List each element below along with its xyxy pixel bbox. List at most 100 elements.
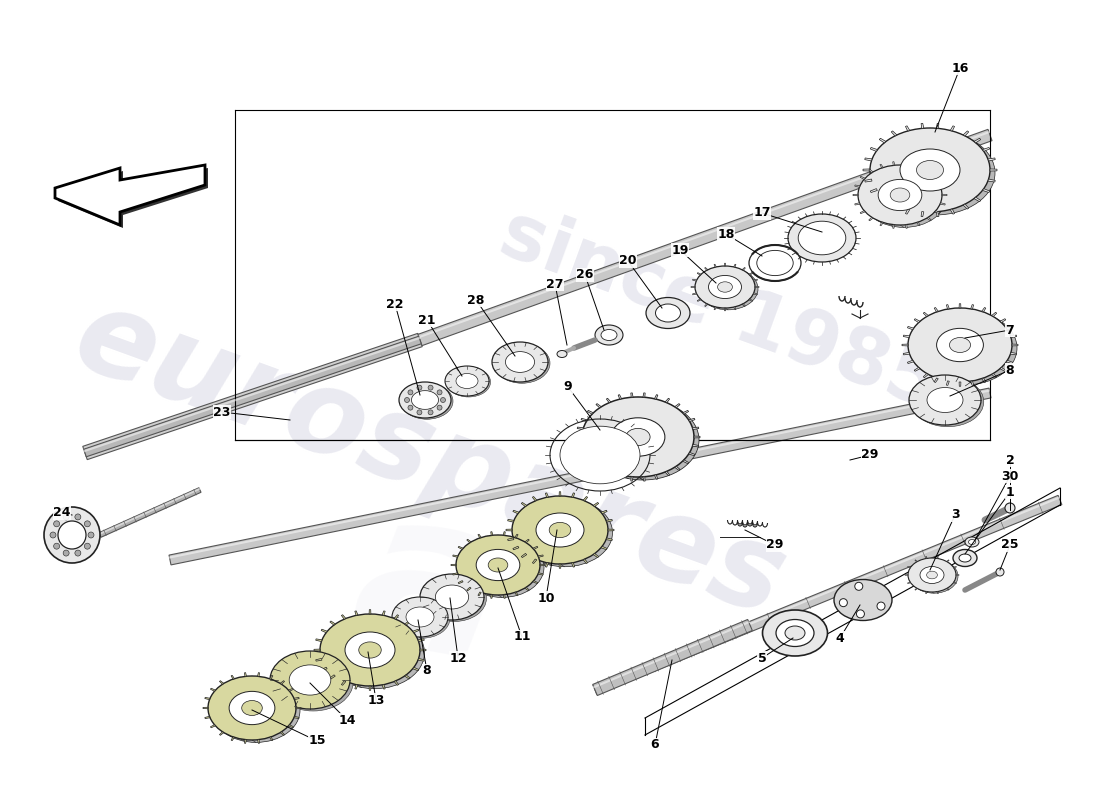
Ellipse shape bbox=[517, 498, 613, 566]
Ellipse shape bbox=[505, 352, 535, 373]
Polygon shape bbox=[412, 667, 419, 670]
Polygon shape bbox=[946, 305, 949, 309]
Ellipse shape bbox=[447, 367, 491, 397]
Polygon shape bbox=[903, 352, 910, 355]
Polygon shape bbox=[674, 466, 680, 470]
Polygon shape bbox=[220, 732, 223, 735]
Polygon shape bbox=[204, 707, 208, 709]
Ellipse shape bbox=[406, 607, 434, 627]
Polygon shape bbox=[742, 304, 746, 306]
Ellipse shape bbox=[717, 282, 733, 292]
Circle shape bbox=[440, 398, 446, 402]
Circle shape bbox=[58, 521, 86, 549]
Circle shape bbox=[85, 521, 90, 527]
Ellipse shape bbox=[862, 167, 946, 227]
Circle shape bbox=[50, 532, 56, 538]
Polygon shape bbox=[503, 594, 505, 598]
Text: 21: 21 bbox=[418, 314, 436, 326]
Polygon shape bbox=[925, 556, 927, 558]
Ellipse shape bbox=[695, 266, 755, 308]
Polygon shape bbox=[940, 185, 945, 187]
Polygon shape bbox=[870, 147, 878, 151]
Ellipse shape bbox=[913, 311, 1018, 385]
Polygon shape bbox=[420, 649, 426, 651]
Polygon shape bbox=[754, 279, 758, 281]
Polygon shape bbox=[521, 502, 527, 506]
Polygon shape bbox=[587, 410, 593, 414]
Polygon shape bbox=[546, 562, 549, 567]
Polygon shape bbox=[394, 614, 398, 619]
Polygon shape bbox=[587, 460, 593, 464]
Polygon shape bbox=[1011, 352, 1016, 355]
Polygon shape bbox=[956, 574, 959, 575]
Ellipse shape bbox=[476, 550, 520, 581]
Polygon shape bbox=[593, 502, 598, 506]
Polygon shape bbox=[321, 667, 327, 670]
Polygon shape bbox=[521, 554, 527, 558]
Polygon shape bbox=[608, 529, 614, 531]
Polygon shape bbox=[618, 474, 621, 479]
Polygon shape bbox=[1011, 335, 1016, 338]
Polygon shape bbox=[921, 123, 924, 129]
Polygon shape bbox=[870, 189, 878, 193]
Polygon shape bbox=[725, 263, 726, 266]
Polygon shape bbox=[231, 675, 234, 679]
Polygon shape bbox=[937, 556, 938, 558]
Polygon shape bbox=[970, 381, 974, 386]
Ellipse shape bbox=[909, 375, 981, 425]
Polygon shape bbox=[84, 336, 421, 457]
Ellipse shape bbox=[595, 325, 623, 345]
Polygon shape bbox=[860, 210, 865, 214]
Ellipse shape bbox=[870, 128, 990, 212]
Text: 14: 14 bbox=[339, 714, 355, 726]
Polygon shape bbox=[879, 197, 886, 202]
Polygon shape bbox=[244, 739, 246, 743]
Polygon shape bbox=[477, 534, 481, 538]
Polygon shape bbox=[99, 488, 201, 538]
Polygon shape bbox=[630, 477, 632, 481]
Polygon shape bbox=[606, 519, 613, 522]
Text: 22: 22 bbox=[386, 298, 404, 310]
Polygon shape bbox=[869, 170, 873, 173]
Polygon shape bbox=[606, 538, 613, 541]
Ellipse shape bbox=[949, 338, 970, 353]
Polygon shape bbox=[935, 176, 939, 179]
Polygon shape bbox=[451, 564, 456, 566]
Circle shape bbox=[44, 507, 100, 563]
Polygon shape bbox=[880, 164, 883, 168]
Polygon shape bbox=[205, 698, 210, 700]
Circle shape bbox=[63, 514, 69, 520]
Text: 25: 25 bbox=[1001, 538, 1019, 551]
Polygon shape bbox=[540, 564, 544, 566]
Polygon shape bbox=[55, 165, 205, 225]
Polygon shape bbox=[935, 210, 939, 214]
Polygon shape bbox=[316, 658, 322, 661]
Polygon shape bbox=[532, 497, 537, 501]
Polygon shape bbox=[314, 649, 320, 651]
Polygon shape bbox=[908, 566, 911, 568]
Polygon shape bbox=[58, 168, 208, 228]
Ellipse shape bbox=[908, 558, 956, 592]
Polygon shape bbox=[525, 587, 529, 590]
Circle shape bbox=[857, 610, 865, 618]
Ellipse shape bbox=[208, 676, 296, 740]
Ellipse shape bbox=[587, 400, 698, 480]
Polygon shape bbox=[982, 189, 990, 193]
Text: 30: 30 bbox=[1001, 470, 1019, 482]
Polygon shape bbox=[280, 732, 285, 735]
Ellipse shape bbox=[399, 382, 451, 418]
Polygon shape bbox=[954, 582, 957, 584]
Text: 11: 11 bbox=[514, 630, 530, 643]
Polygon shape bbox=[693, 427, 698, 430]
Text: 29: 29 bbox=[861, 449, 879, 462]
Polygon shape bbox=[581, 453, 587, 456]
Text: 9: 9 bbox=[563, 381, 572, 394]
Polygon shape bbox=[618, 394, 621, 399]
Polygon shape bbox=[936, 123, 939, 129]
Ellipse shape bbox=[698, 268, 758, 310]
Polygon shape bbox=[508, 538, 514, 541]
Polygon shape bbox=[905, 126, 910, 131]
Polygon shape bbox=[905, 574, 908, 575]
Polygon shape bbox=[694, 436, 700, 438]
Text: a: a bbox=[338, 472, 522, 708]
